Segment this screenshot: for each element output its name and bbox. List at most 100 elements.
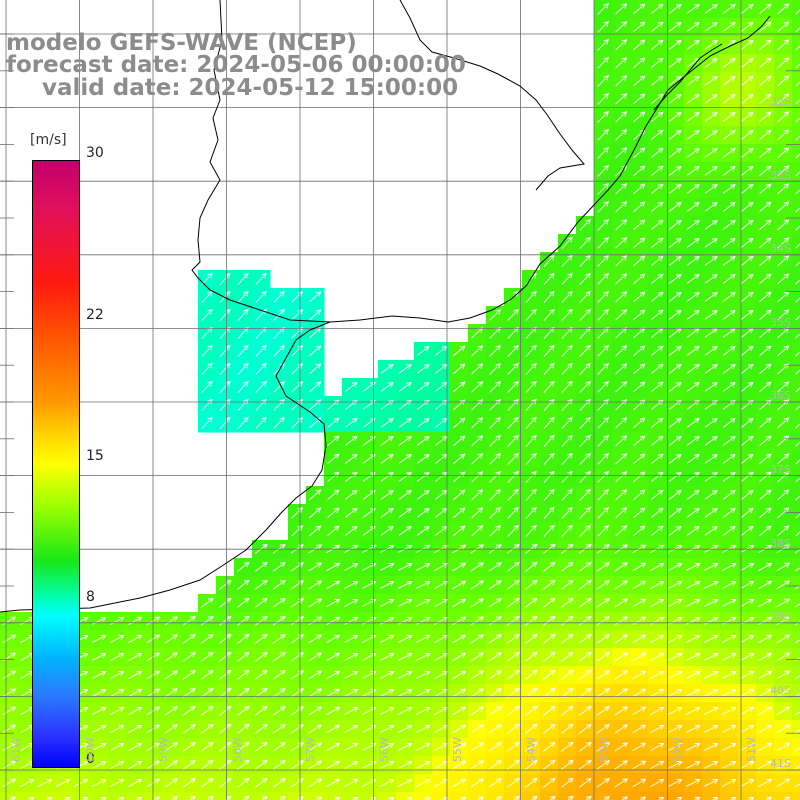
wind-cell — [198, 792, 217, 800]
wind-arrow — [740, 111, 754, 122]
wind-arrow — [398, 743, 413, 751]
wind-arrow — [560, 723, 574, 734]
wind-arrow — [506, 579, 520, 590]
wind-arrow — [326, 489, 340, 501]
wind-arrow — [794, 549, 800, 554]
wind-arrow — [657, 796, 665, 800]
wind-arrow — [795, 243, 800, 249]
wind-arrow — [471, 471, 484, 483]
wind-arrow — [704, 202, 718, 212]
longitude-label: 60W — [83, 737, 97, 762]
wind-arrow — [200, 741, 214, 752]
wind-arrow — [614, 652, 629, 662]
wind-arrow — [273, 380, 285, 393]
wind-arrow — [722, 291, 736, 302]
wind-arrow — [2, 778, 17, 788]
wind-arrow — [722, 201, 736, 212]
wind-arrow — [164, 742, 178, 752]
wind-arrow — [740, 598, 755, 607]
wind-arrow — [758, 219, 772, 231]
wind-arrow — [633, 21, 646, 33]
wind-arrow — [201, 398, 213, 411]
wind-arrow — [704, 40, 718, 50]
colorbar-tick-label: 30 — [86, 145, 104, 161]
wind-arrow — [578, 669, 592, 680]
wind-arrow — [686, 725, 701, 733]
wind-arrow — [740, 291, 754, 302]
wind-arrow — [633, 165, 646, 177]
wind-arrow — [777, 129, 790, 141]
wind-arrow — [82, 797, 89, 800]
wind-arrow — [597, 435, 609, 447]
wind-arrow — [380, 581, 395, 589]
wind-arrow — [326, 616, 341, 626]
wind-cell — [126, 792, 145, 800]
wind-arrow — [543, 362, 555, 375]
wind-arrow — [543, 488, 555, 501]
wind-arrow — [452, 598, 467, 608]
wind-arrow — [686, 364, 700, 374]
wind-arrow — [675, 796, 683, 800]
wind-arrow — [308, 724, 323, 734]
wind-arrow — [650, 219, 664, 231]
wind-arrow — [668, 417, 682, 428]
wind-arrow — [452, 778, 467, 788]
wind-arrow — [650, 309, 664, 321]
wind-arrow — [686, 581, 701, 589]
wind-cell — [792, 684, 800, 703]
longitude-label: 58W — [230, 737, 244, 762]
wind-arrow — [722, 563, 737, 571]
wind-arrow — [615, 453, 628, 465]
wind-arrow — [236, 741, 250, 752]
wind-arrow — [668, 580, 683, 589]
wind-arrow — [524, 705, 538, 716]
wind-arrow — [452, 634, 467, 644]
wind-arrow — [704, 707, 719, 715]
wind-arrow — [686, 94, 700, 104]
wind-arrow — [326, 706, 341, 716]
wind-arrow — [254, 705, 268, 716]
wind-arrow — [795, 459, 800, 465]
wind-arrow — [507, 308, 519, 321]
wind-arrow — [128, 724, 143, 734]
wind-arrow — [632, 706, 647, 716]
wind-arrow — [777, 507, 790, 519]
wind-arrow — [596, 562, 610, 572]
wind-arrow — [344, 670, 359, 679]
wind-arrow — [507, 380, 519, 393]
wind-arrow — [632, 742, 647, 752]
wind-arrow — [795, 513, 800, 519]
wind-arrow — [453, 345, 466, 357]
wind-arrow — [507, 344, 519, 357]
wind-arrow — [560, 561, 574, 572]
wind-cell — [360, 792, 379, 800]
latitude-label: 36S — [770, 389, 791, 403]
wind-arrow — [273, 416, 285, 429]
wind-arrow — [9, 796, 17, 800]
wind-arrow — [777, 75, 790, 87]
wind-arrow — [200, 723, 214, 734]
wind-arrow — [650, 598, 665, 607]
wind-arrow — [164, 706, 178, 716]
wind-cell — [792, 234, 800, 253]
wind-arrow — [668, 21, 682, 32]
wind-arrow — [578, 651, 592, 662]
wind-arrow — [777, 183, 790, 195]
wind-arrow — [615, 201, 628, 213]
wind-arrow — [704, 617, 719, 625]
wind-arrow — [560, 633, 574, 644]
wind-arrow — [650, 489, 664, 501]
wind-arrow — [326, 742, 341, 752]
wind-arrow — [416, 616, 431, 625]
wind-arrow — [758, 363, 772, 375]
wind-cell — [792, 252, 800, 271]
wind-arrow — [237, 308, 249, 321]
wind-arrow — [507, 470, 519, 483]
wind-arrow — [254, 669, 268, 680]
wind-arrow — [614, 706, 629, 716]
wind-arrow — [182, 634, 196, 644]
wind-arrow — [344, 778, 359, 787]
wind-arrow — [776, 742, 791, 752]
wind-arrow — [704, 364, 718, 374]
wind-arrow — [45, 796, 53, 800]
